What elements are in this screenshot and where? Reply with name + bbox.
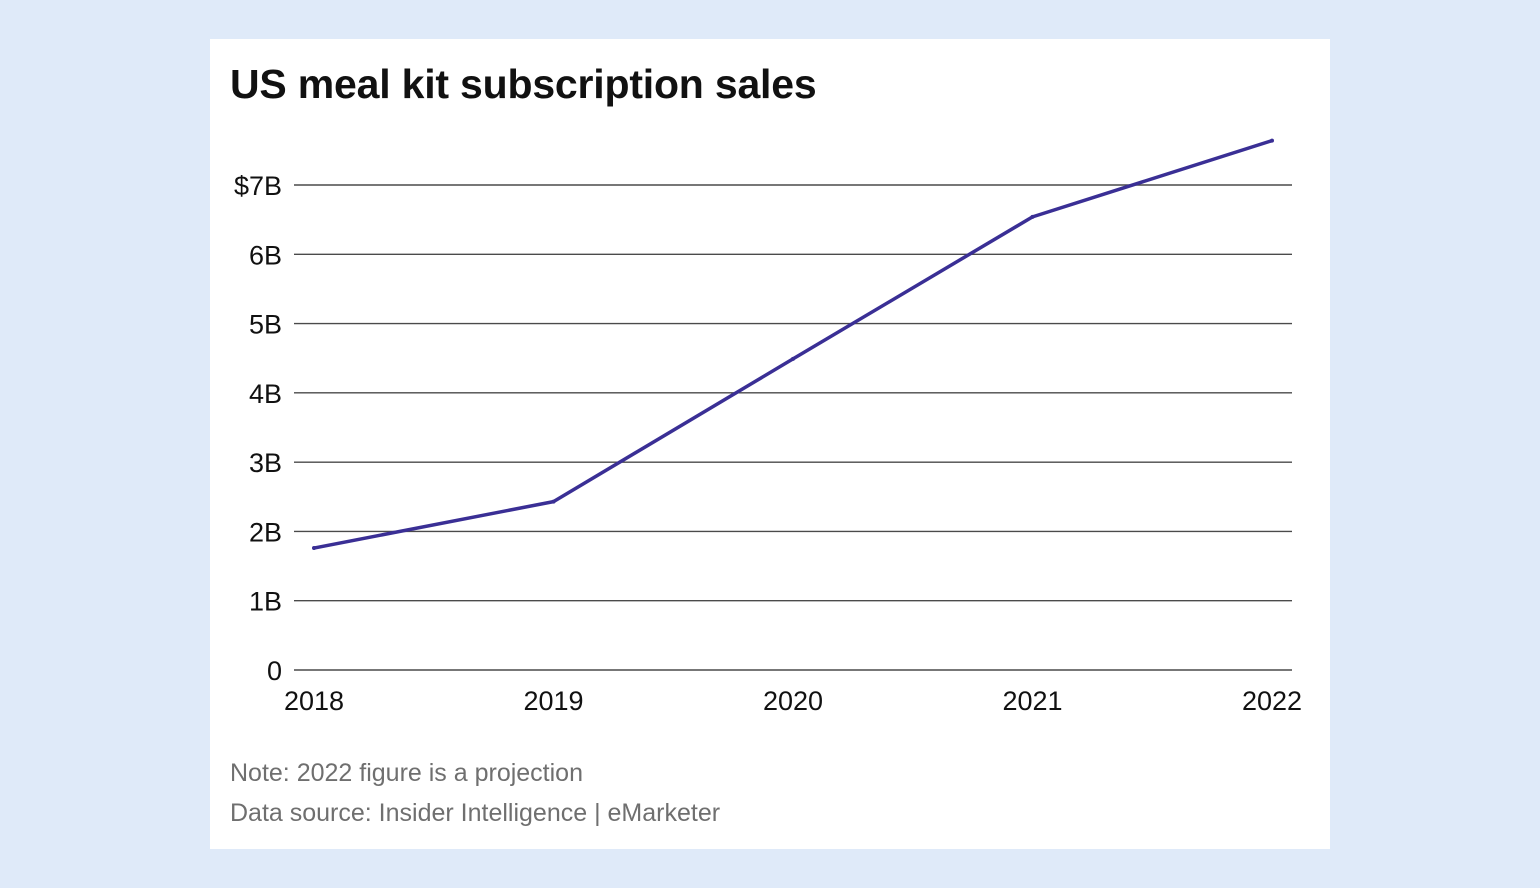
x-axis-ticks: 2018 2019 2020 2021 2022 — [284, 686, 1302, 716]
gridlines — [294, 184, 1292, 671]
data-point — [1270, 138, 1274, 143]
x-tick-label: 2018 — [284, 686, 344, 716]
series — [312, 138, 1274, 551]
x-tick-label: 2021 — [1002, 686, 1062, 716]
x-tick-label: 2022 — [1242, 686, 1302, 716]
y-tick-label: 0 — [267, 656, 282, 686]
data-point — [1030, 214, 1035, 219]
y-tick-label: 5B — [249, 310, 282, 340]
y-tick-label: 2B — [249, 517, 282, 547]
data-source-note: Data source: Insider Intelligence | eMar… — [230, 799, 721, 827]
y-tick-label: 6B — [249, 240, 282, 270]
x-tick-label: 2019 — [523, 686, 583, 716]
y-tick-label: $7B — [234, 171, 282, 201]
y-tick-label: 4B — [249, 379, 282, 409]
y-tick-label: 1B — [249, 587, 282, 617]
chart-card: US meal kit subscription sales 0 1B 2B 3B 4B… — [210, 39, 1330, 849]
x-tick-label: 2020 — [763, 686, 823, 716]
data-point — [551, 499, 556, 504]
y-axis-ticks: 0 1B 2B 3B 4B 5B 6B $7B — [234, 171, 282, 686]
y-tick-label: 3B — [249, 448, 282, 478]
data-point — [791, 356, 795, 361]
chart-title: US meal kit subscription sales — [230, 61, 817, 107]
data-point — [312, 546, 316, 551]
line-chart: 0 1B 2B 3B 4B 5B 6B $7B 2018 2019 2020 2021 2022 — [234, 138, 1302, 716]
projection-note: Note: 2022 figure is a projection — [230, 759, 583, 787]
series-line — [312, 138, 1274, 550]
